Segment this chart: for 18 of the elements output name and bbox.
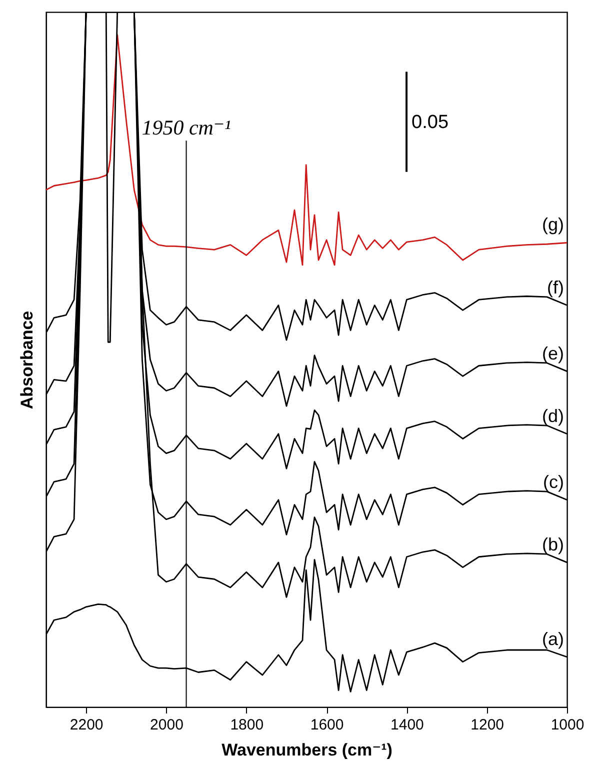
series-label: (b) bbox=[542, 534, 564, 554]
x-tick-label: 1000 bbox=[550, 716, 584, 734]
x-tick-label: 2200 bbox=[70, 716, 104, 734]
series-label: (d) bbox=[542, 406, 564, 426]
x-axis-title: Wavenumbers (cm⁻¹) bbox=[222, 740, 392, 760]
annotation: 0.05 bbox=[412, 112, 449, 133]
x-tick-label: 2000 bbox=[150, 716, 184, 734]
x-tick-label: 1200 bbox=[470, 716, 504, 734]
x-tick-label: 1800 bbox=[230, 716, 264, 734]
series-label: (a) bbox=[542, 628, 564, 649]
series-label: (f) bbox=[547, 277, 564, 298]
series-label: (g) bbox=[542, 214, 564, 235]
series-label: (e) bbox=[542, 343, 564, 364]
ref-line-label: 1950 cm⁻¹ bbox=[142, 116, 231, 140]
series-label: (c) bbox=[543, 472, 564, 492]
x-tick-label: 1400 bbox=[390, 716, 424, 734]
y-axis-title: Absorbance bbox=[18, 310, 36, 410]
x-tick-label: 1600 bbox=[310, 716, 344, 734]
